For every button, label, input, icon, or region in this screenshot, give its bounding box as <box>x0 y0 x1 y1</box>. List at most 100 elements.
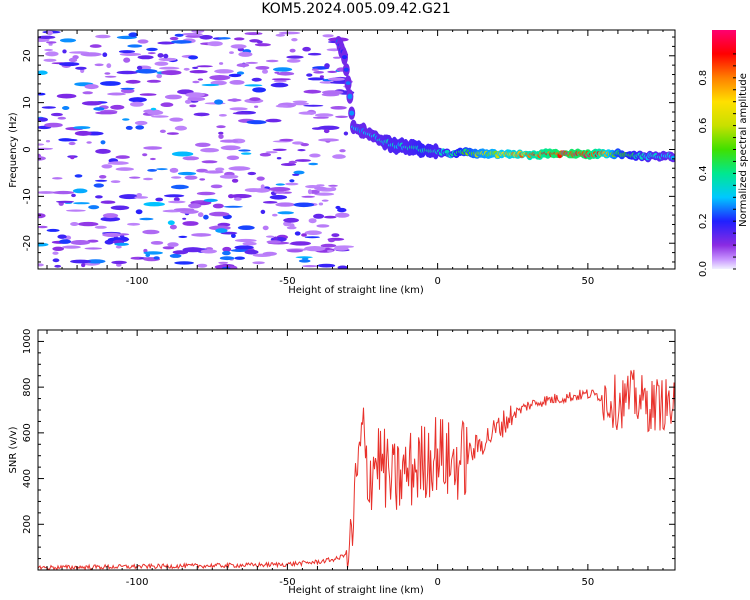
noise-blob <box>182 247 204 253</box>
noise-blob <box>219 62 224 65</box>
noise-blob <box>70 222 79 226</box>
noise-blob <box>280 163 297 166</box>
noise-blob <box>232 112 249 115</box>
noise-blob <box>298 111 317 115</box>
noise-blob <box>38 35 56 39</box>
noise-blob <box>59 239 72 244</box>
noise-blob <box>120 87 135 90</box>
noise-blob <box>274 190 286 194</box>
noise-blob <box>160 70 182 76</box>
noise-blob <box>330 106 347 110</box>
noise-blob <box>343 131 349 136</box>
noise-blob <box>221 266 231 269</box>
noise-blob <box>219 256 235 261</box>
noise-blob <box>115 167 134 171</box>
noise-blob <box>226 155 240 161</box>
noise-blob <box>143 177 153 181</box>
noise-blob <box>62 49 67 54</box>
noise-blob <box>286 59 301 63</box>
noise-blob <box>192 66 199 69</box>
snr-xlabel: Height of straight line (km) <box>288 585 424 596</box>
noise-blob <box>46 228 60 232</box>
noise-blob <box>167 220 175 225</box>
noise-blob <box>209 211 230 217</box>
noise-blob <box>166 209 177 213</box>
noise-blob <box>301 195 316 198</box>
noise-blob <box>173 208 195 211</box>
ridge-core <box>345 81 351 85</box>
noise-blob <box>56 93 77 99</box>
noise-blob <box>335 115 349 119</box>
noise-blob <box>93 183 105 188</box>
noise-blob <box>245 61 259 64</box>
noise-blob <box>38 213 46 219</box>
noise-blob <box>270 82 289 88</box>
noise-blob <box>215 228 228 233</box>
noise-blob <box>147 169 158 172</box>
spectrogram-ylabel: Frequency (Hz) <box>8 112 19 188</box>
noise-blob <box>143 251 163 255</box>
noise-blob <box>122 118 130 121</box>
noise-blob <box>183 67 190 71</box>
noise-blob <box>38 143 45 146</box>
noise-blob <box>52 258 60 263</box>
noise-blob <box>135 125 145 130</box>
noise-blob <box>292 173 300 176</box>
noise-blob <box>38 191 56 194</box>
noise-blob <box>203 198 218 202</box>
y-tick-label: -20 <box>22 235 33 251</box>
noise-blob <box>289 48 296 53</box>
noise-blob <box>101 164 113 169</box>
noise-blob <box>233 37 245 41</box>
noise-blob <box>309 153 321 158</box>
noise-blob <box>54 264 62 268</box>
noise-blob <box>94 179 108 182</box>
noise-blob <box>318 202 324 206</box>
noise-blob <box>52 177 63 180</box>
noise-blob <box>70 240 91 245</box>
noise-blob <box>191 30 205 33</box>
noise-blob <box>147 110 164 116</box>
noise-blob <box>159 129 166 133</box>
noise-blob <box>290 241 311 246</box>
noise-blob <box>164 94 182 100</box>
noise-blob <box>276 157 282 160</box>
noise-blob <box>43 58 57 62</box>
colorbar-tick-label: 0.6 <box>698 118 709 134</box>
noise-blob <box>150 107 157 111</box>
noise-blob <box>44 122 63 128</box>
colorbar-ticks: 0.0 0.2 0.4 0.6 0.8 <box>698 53 736 277</box>
colorbar: 0.0 0.2 0.4 0.6 0.8 Normalized spectral ampl… <box>698 30 749 277</box>
noise-blob <box>163 53 169 59</box>
snr-series-line <box>38 369 675 570</box>
noise-blob <box>95 111 118 115</box>
noise-blob <box>125 125 133 130</box>
noise-blob <box>184 175 198 180</box>
noise-blob <box>102 52 108 57</box>
noise-blob <box>230 249 250 252</box>
noise-blob <box>115 245 122 249</box>
noise-blob <box>262 225 269 231</box>
noise-blob <box>52 251 59 255</box>
noise-blob <box>104 75 117 78</box>
x-tick-label: 0 <box>434 577 440 588</box>
noise-blob <box>273 79 287 83</box>
noise-blob <box>322 90 344 95</box>
noise-blob <box>149 157 156 161</box>
noise-blob <box>66 209 86 212</box>
noise-blob <box>38 225 48 229</box>
ridge-core <box>347 93 353 100</box>
noise-blob <box>311 68 320 71</box>
noise-blob <box>252 261 265 265</box>
noise-blob <box>262 251 277 256</box>
noise-blob <box>308 218 317 224</box>
noise-blob <box>247 171 257 176</box>
noise-blob <box>166 132 179 135</box>
noise-blob <box>285 182 299 186</box>
noise-blob <box>156 168 168 171</box>
y-tick-label: -10 <box>22 188 33 204</box>
noise-blob <box>268 187 291 192</box>
x-tick-label: -100 <box>126 276 149 287</box>
noise-blob <box>323 129 330 134</box>
noise-blob <box>219 174 239 179</box>
